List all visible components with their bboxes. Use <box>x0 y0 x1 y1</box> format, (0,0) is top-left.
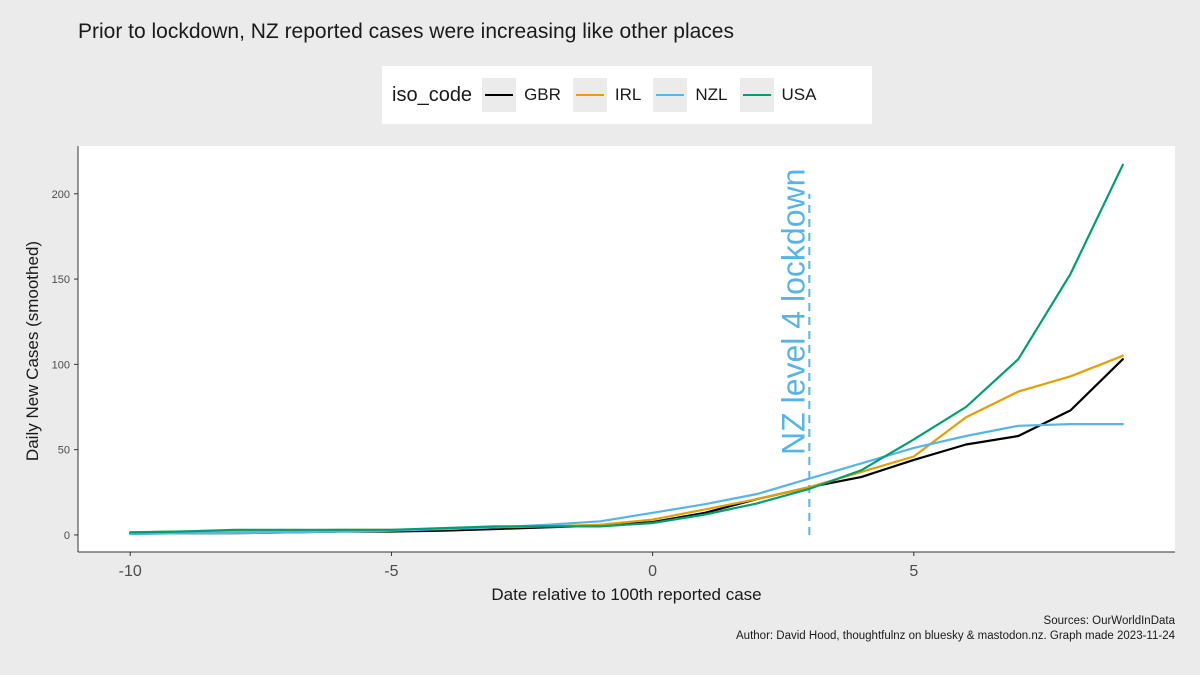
series-line-usa <box>129 163 1124 534</box>
legend-label-gbr: GBR <box>524 85 561 104</box>
x-tick-label: -5 <box>384 563 398 580</box>
x-tick-label: 0 <box>648 563 657 580</box>
caption-sources: Sources: OurWorldInData <box>1043 615 1175 627</box>
y-tick-label: 0 <box>64 530 70 542</box>
legend-item-nzl: NZL <box>653 78 728 112</box>
y-tick-label: 100 <box>52 359 70 371</box>
legend-swatch-irl <box>575 94 604 96</box>
legend-swatch-gbr <box>485 94 514 96</box>
legend-item-irl: IRL <box>572 78 642 112</box>
legend: iso_code GBR IRL NZL USA <box>382 66 872 124</box>
chart-title: Prior to lockdown, NZ reported cases wer… <box>78 20 734 43</box>
series-line-nzl <box>129 423 1124 536</box>
legend-label-nzl: NZL <box>695 85 728 104</box>
x-tick-label: -10 <box>119 563 142 580</box>
legend-key-gbr <box>482 78 517 112</box>
legend-item-gbr: GBR <box>482 78 561 112</box>
lockdown-label: NZ level 4 lockdown <box>775 169 811 455</box>
y-tick-label: 200 <box>52 189 70 201</box>
y-axis-label: Daily New Cases (smoothed) <box>23 240 42 462</box>
plot-panel <box>78 146 1175 552</box>
legend-item-usa: USA <box>739 78 817 112</box>
legend-swatch-nzl <box>656 94 685 96</box>
legend-label-usa: USA <box>781 85 817 104</box>
y-tick-label: 150 <box>52 274 70 286</box>
x-axis-label: Date relative to 100th reported case <box>491 585 762 604</box>
legend-label-irl: IRL <box>614 85 642 104</box>
caption: Sources: OurWorldInData Author: David Ho… <box>736 614 1175 644</box>
y-tick-label: 50 <box>58 445 70 457</box>
caption-author: Author: David Hood, thoughtfulnz on blue… <box>736 630 1175 642</box>
x-tick-label: 5 <box>909 563 918 580</box>
legend-key-usa <box>739 78 774 112</box>
legend-title: iso_code <box>392 83 473 106</box>
legend-key-irl <box>572 78 607 112</box>
legend-swatch-usa <box>742 94 771 96</box>
legend-key-nzl <box>653 78 688 112</box>
